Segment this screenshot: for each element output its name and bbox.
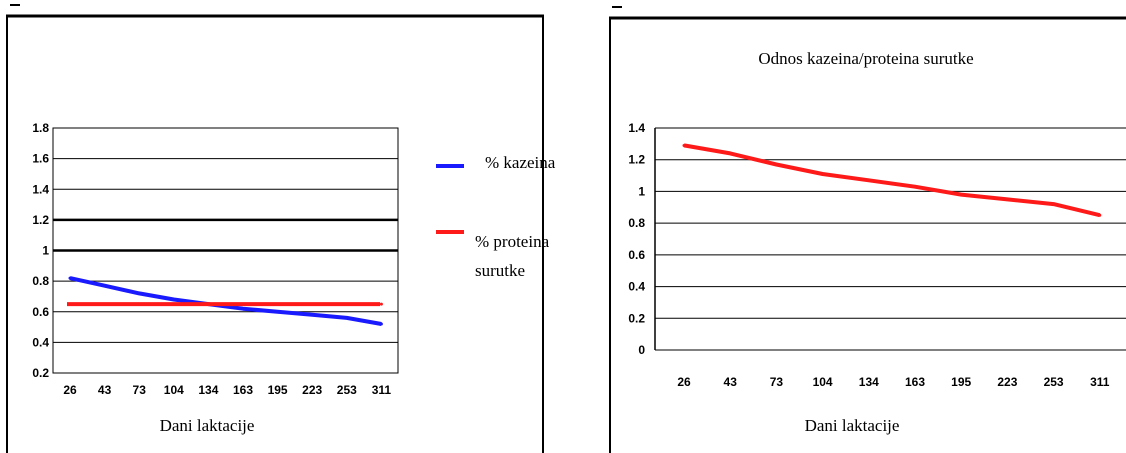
y-tick-label: 0.4	[32, 335, 49, 349]
x-tick-label: 195	[268, 383, 288, 397]
data-point	[1098, 213, 1102, 217]
x-tick-label: 195	[951, 375, 971, 389]
x-tick-label: 163	[905, 375, 925, 389]
right-series	[682, 143, 1102, 218]
x-tick-label: 311	[1090, 375, 1110, 389]
data-point	[137, 291, 141, 295]
legend-label-kazeina: % kazeina	[485, 153, 556, 172]
right-gridlines	[654, 127, 1126, 351]
data-point	[172, 298, 176, 301]
y-tick-label: 1.6	[32, 152, 49, 166]
data-point	[959, 193, 963, 197]
y-tick-label: 0.4	[628, 280, 645, 294]
data-point	[913, 185, 917, 189]
y-tick-label: 0.2	[32, 366, 49, 380]
right-y-tick-labels: 0 0.2 0.4 0.6 0.8 1 1.2 1.4	[628, 121, 645, 357]
left-panel-bg	[6, 16, 544, 453]
data-point	[310, 313, 314, 317]
left-legend: % kazeina % proteina surutke	[436, 153, 556, 280]
x-tick-label: 104	[164, 383, 184, 397]
left-series	[67, 276, 383, 326]
y-tick-label: 1.2	[628, 153, 645, 167]
data-point	[682, 143, 686, 147]
y-tick-label: 0.8	[628, 216, 645, 230]
data-point	[276, 302, 280, 306]
y-tick-label: 0.8	[32, 274, 49, 288]
data-point	[68, 302, 72, 306]
y-tick-label: 1.8	[32, 121, 49, 135]
data-point	[172, 302, 176, 306]
data-point	[345, 316, 349, 320]
left-panel: 0.2 0.4 0.6 0.8 1 1.2 1.4 1.6 1.8 26 43 73 104 134 16…	[6, 4, 556, 453]
right-panel-bg	[609, 18, 1126, 453]
data-point	[379, 322, 383, 326]
x-tick-label: 134	[859, 375, 879, 389]
y-tick-label: 1	[638, 184, 645, 198]
x-tick-label: 104	[813, 375, 833, 389]
series-line-ratio	[683, 143, 1101, 218]
x-tick-label: 223	[997, 375, 1017, 389]
left-x-axis-label: Dani laktacije	[160, 416, 255, 435]
y-tick-label: 0.2	[628, 311, 645, 325]
data-point	[137, 302, 141, 306]
data-point	[206, 302, 210, 306]
data-point	[345, 302, 349, 306]
x-tick-label: 43	[724, 375, 738, 389]
x-tick-label: 163	[233, 383, 253, 397]
legend-label-proteina-line1: % proteina	[475, 232, 550, 251]
x-tick-label: 43	[98, 383, 112, 397]
left-x-tick-labels: 26 43 73 104 134 163 195 223 253 311	[63, 383, 391, 397]
x-tick-label: 134	[198, 383, 218, 397]
right-chart-title: Odnos kazeina/proteina surutke	[758, 49, 973, 68]
data-point	[1005, 197, 1009, 201]
left-gridlines	[53, 127, 398, 374]
data-point	[821, 172, 825, 176]
y-tick-label: 0.6	[628, 248, 645, 262]
series-line-kazeina	[69, 276, 382, 326]
data-point	[774, 162, 778, 166]
data-point	[310, 302, 314, 306]
data-point	[1052, 202, 1056, 206]
left-y-tick-labels: 0.2 0.4 0.6 0.8 1 1.2 1.4 1.6 1.8	[32, 121, 49, 380]
data-point	[241, 307, 245, 311]
x-tick-label: 73	[133, 383, 147, 397]
y-tick-label: 0	[638, 343, 645, 357]
right-x-tick-labels: 26 43 73 104 134 163 195 223 253 311	[677, 375, 1109, 389]
y-tick-label: 1	[42, 244, 49, 258]
y-tick-label: 1.4	[32, 182, 49, 196]
y-tick-label: 1.2	[32, 213, 49, 227]
x-tick-label: 253	[337, 383, 357, 397]
x-tick-label: 26	[677, 375, 691, 389]
data-point	[103, 302, 107, 306]
right-panel: Odnos kazeina/proteina surutke 0 0.2 0.4 0.…	[609, 6, 1126, 453]
data-point	[103, 284, 107, 288]
x-tick-label: 223	[302, 383, 322, 397]
x-tick-label: 73	[770, 375, 784, 389]
data-point	[728, 151, 732, 155]
data-point	[276, 310, 280, 314]
data-point	[68, 276, 72, 280]
x-tick-label: 26	[63, 383, 77, 397]
right-x-axis-label: Dani laktacije	[805, 416, 900, 435]
y-tick-label: 0.6	[32, 305, 49, 319]
legend-label-proteina-line2: surutke	[475, 261, 525, 280]
x-tick-label: 253	[1044, 375, 1064, 389]
data-point	[379, 302, 383, 306]
data-point	[867, 178, 871, 182]
y-tick-label: 1.4	[628, 121, 645, 135]
data-point	[241, 302, 245, 306]
x-tick-label: 311	[372, 383, 392, 397]
